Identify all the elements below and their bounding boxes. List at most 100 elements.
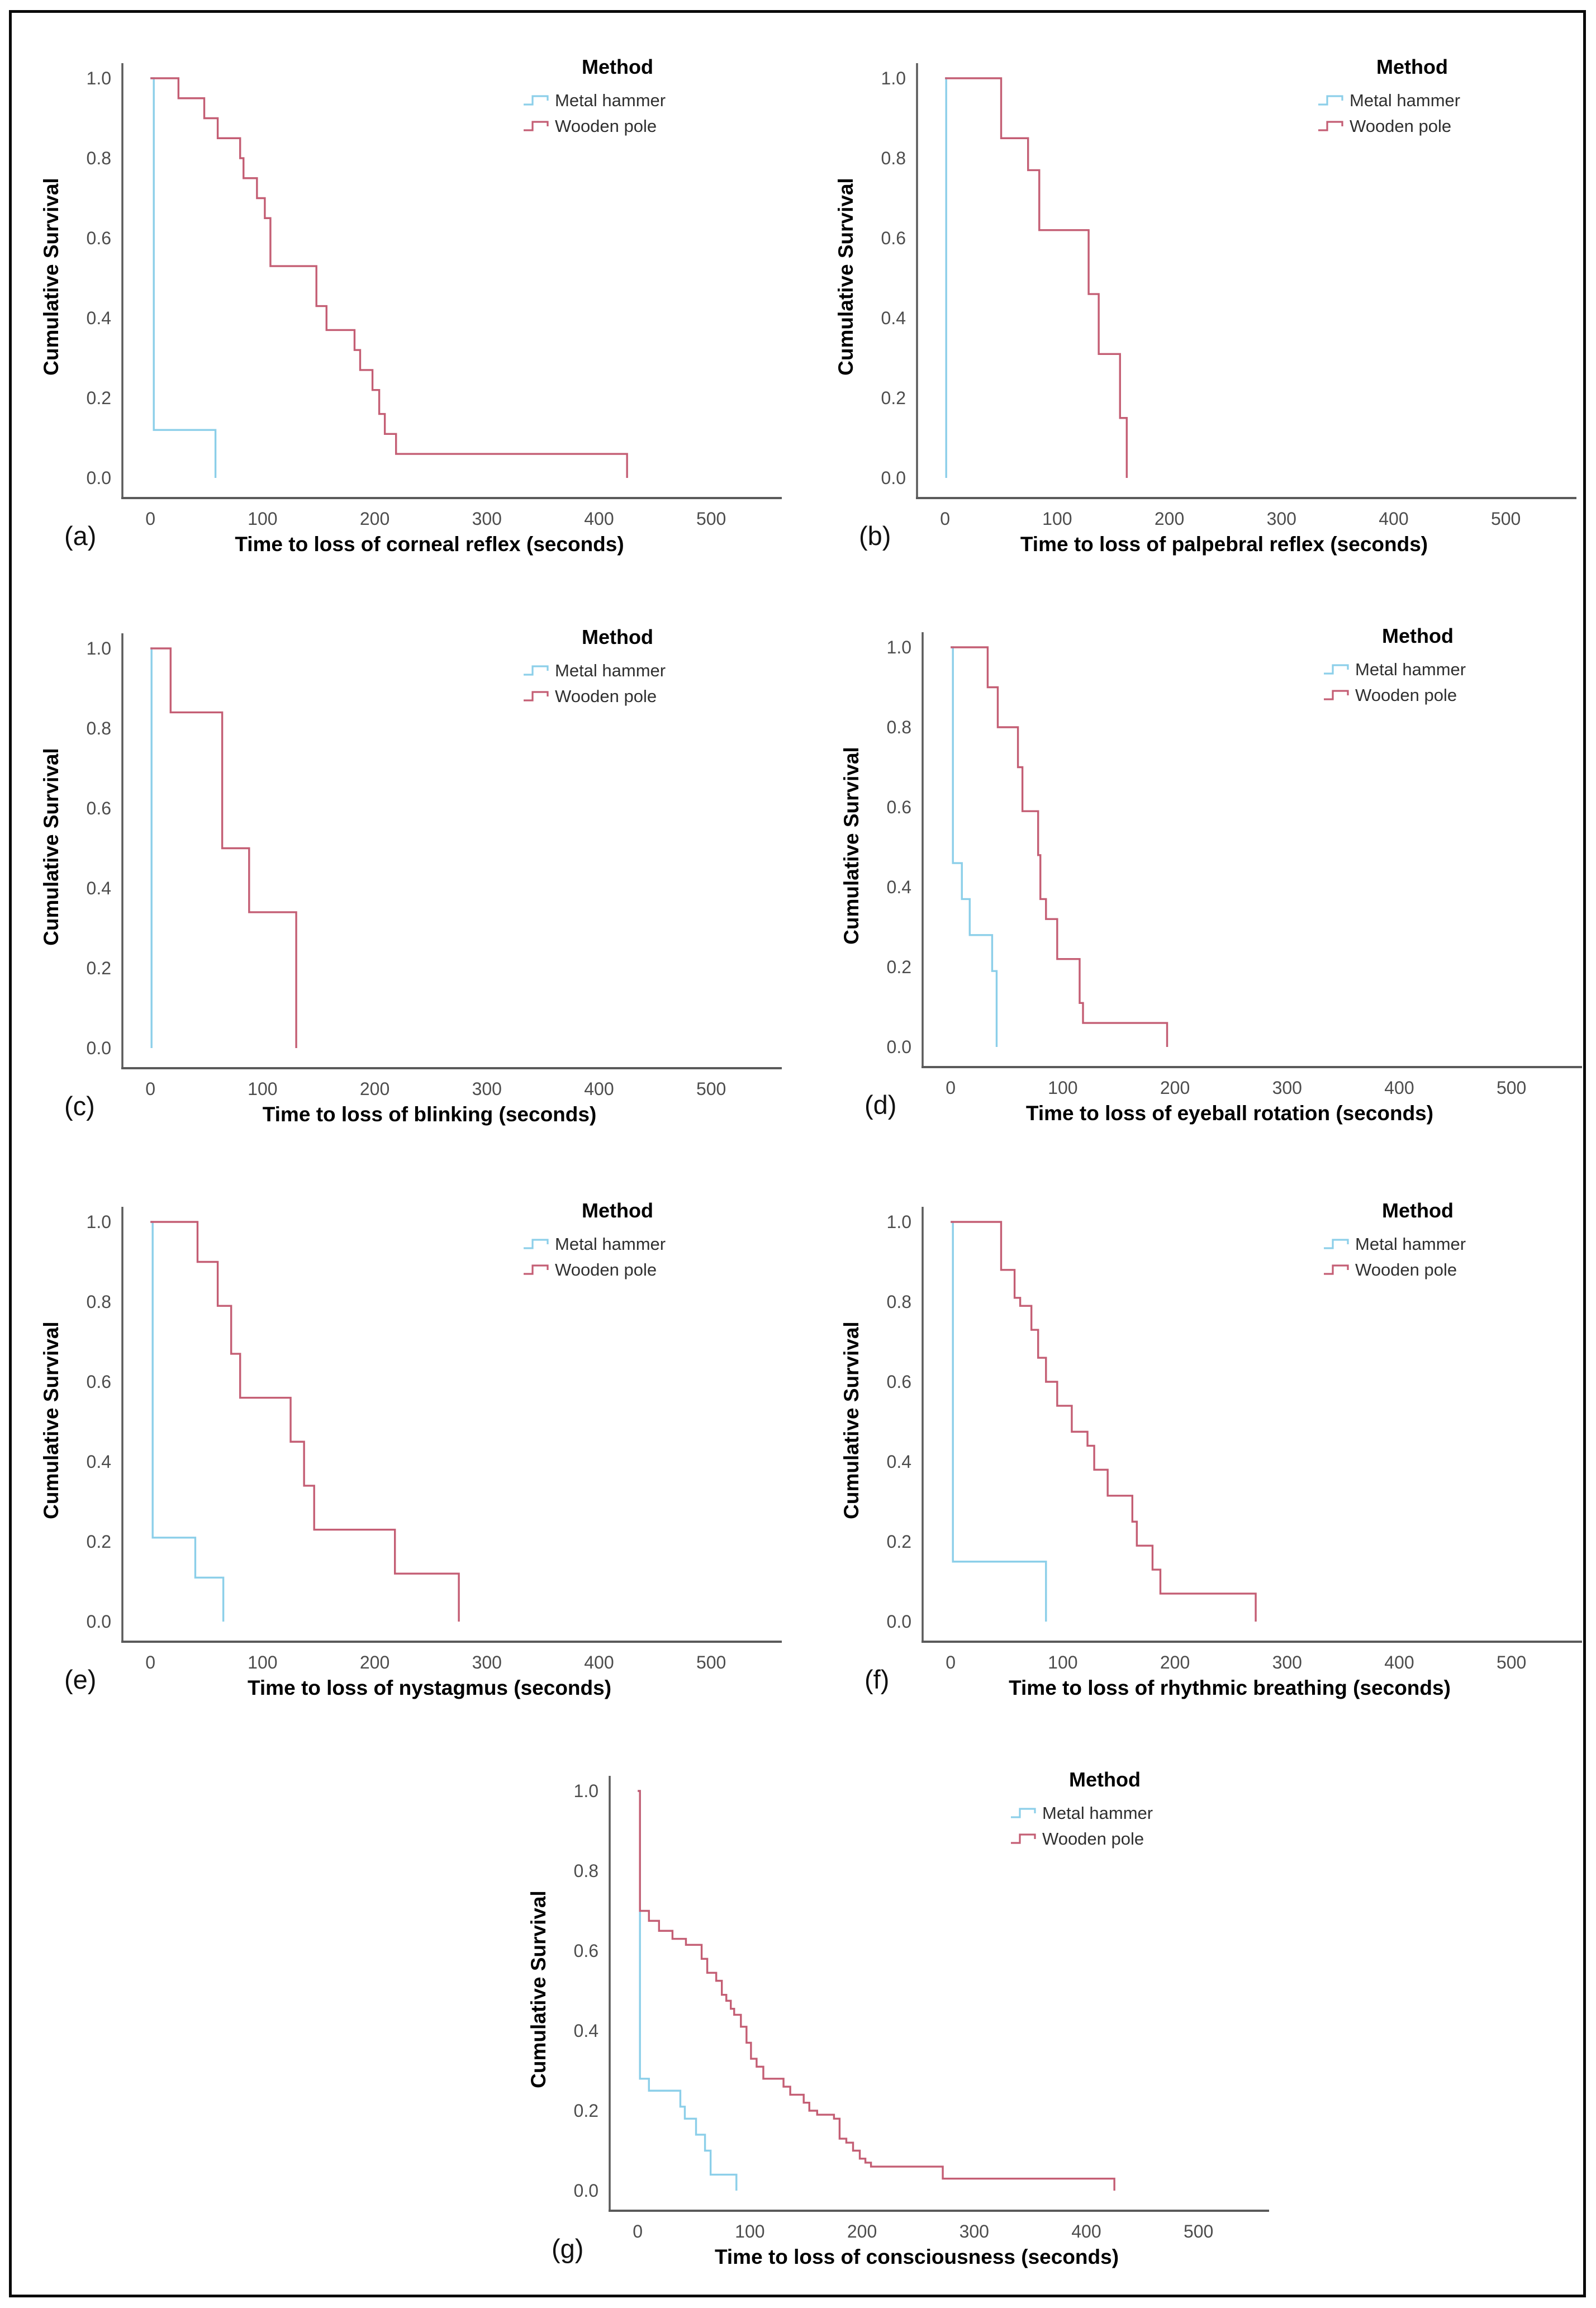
y-tick-label: 0.4 [87, 308, 111, 328]
series-metal-hammer-line [150, 1221, 225, 1622]
legend-label-metal-hammer: Metal hammer [555, 661, 666, 680]
y-axis-title: Cumulative Survival [40, 1321, 63, 1519]
y-tick-label: 0.6 [87, 798, 111, 818]
x-tick-label: 300 [472, 509, 502, 529]
legend-item-metal-hammer: Metal hammer [522, 658, 785, 684]
x-tick-label: 100 [248, 1652, 277, 1672]
legend-item-metal-hammer: Metal hammer [522, 88, 785, 113]
y-tick-label: 0.8 [887, 717, 911, 737]
panel-letter: (f) [864, 1665, 890, 1694]
y-tick-label: 0.8 [881, 148, 906, 168]
x-tick-label: 100 [1048, 1078, 1077, 1098]
y-tick-label: 0.4 [887, 1452, 911, 1472]
y-tick-label: 0.6 [887, 1372, 911, 1392]
km-plot-blinking: 0 100 200 300 400 500 0.0 0.2 0.4 0.6 0.8 1.0 [87, 633, 782, 1099]
x-tick-label: 500 [696, 509, 726, 529]
x-tick-label: 300 [1267, 509, 1296, 529]
legend-label-metal-hammer: Metal hammer [1355, 660, 1466, 679]
legend-item-metal-hammer: Metal hammer [1323, 1231, 1585, 1257]
wooden-pole-step-swatch-icon [1324, 690, 1349, 700]
x-tick-label: 0 [946, 1652, 956, 1672]
y-tick-label: 0.0 [887, 1037, 911, 1057]
legend-item-wooden-pole: Wooden pole [1323, 683, 1585, 708]
legend: Method Metal hammer Wooden pole [522, 55, 785, 139]
legend-item-wooden-pole: Wooden pole [1010, 1826, 1272, 1852]
legend: Method Metal hammer Wooden pole [1010, 1768, 1272, 1852]
y-tick-label: 1.0 [87, 1212, 111, 1232]
legend-item-metal-hammer: Metal hammer [522, 1231, 785, 1257]
y-tick-label: 1.0 [887, 1212, 911, 1232]
legend: Method Metal hammer Wooden pole [522, 1199, 785, 1283]
x-tick-label: 200 [1155, 509, 1184, 529]
legend: Method Metal hammer Wooden pole [522, 625, 785, 709]
x-tick-label: 500 [1491, 509, 1521, 529]
metal-hammer-step-swatch-icon [524, 665, 549, 676]
y-axis-title: Cumulative Survival [840, 747, 863, 945]
legend-item-metal-hammer: Metal hammer [1323, 657, 1585, 683]
x-tick-label: 100 [735, 2221, 764, 2241]
x-tick-label: 0 [145, 509, 155, 529]
legend-title: Method [582, 55, 653, 78]
wooden-pole-step-swatch-icon [524, 691, 549, 702]
series-metal-hammer-line [150, 77, 217, 478]
x-tick-label: 200 [360, 1652, 390, 1672]
y-tick-label: 0.2 [574, 2101, 598, 2121]
x-tick-label: 200 [1160, 1652, 1190, 1672]
wooden-pole-step-swatch-icon [1318, 121, 1343, 131]
y-tick-label: 0.0 [881, 468, 906, 488]
legend-title: Method [582, 625, 653, 648]
series-wooden-pole-line [150, 77, 628, 478]
metal-hammer-step-swatch-icon [1318, 95, 1343, 106]
panel-letter: (c) [64, 1091, 95, 1121]
x-tick-label: 200 [847, 2221, 877, 2241]
x-tick-label: 400 [1384, 1652, 1414, 1672]
legend-label-wooden-pole: Wooden pole [555, 686, 657, 706]
panel-letter: (b) [859, 521, 891, 551]
y-tick-label: 0.8 [574, 1861, 598, 1881]
legend: Method Metal hammer Wooden pole [1323, 1199, 1585, 1283]
wooden-pole-step-swatch-icon [1011, 1833, 1036, 1844]
y-tick-label: 0.4 [87, 878, 111, 898]
y-tick-label: 0.2 [87, 1532, 111, 1552]
y-axis-title: Cumulative Survival [40, 748, 63, 946]
y-tick-label: 0.4 [887, 877, 911, 897]
x-tick-label: 500 [1497, 1078, 1526, 1098]
series-wooden-pole-line [951, 1221, 1257, 1622]
y-tick-label: 1.0 [887, 637, 911, 657]
legend: Method Metal hammer Wooden pole [1317, 55, 1580, 139]
y-tick-label: 0.2 [887, 1532, 911, 1552]
x-tick-label: 200 [360, 1079, 390, 1099]
y-tick-label: 0.6 [574, 1941, 598, 1961]
x-tick-label: 400 [1379, 509, 1408, 529]
wooden-pole-step-swatch-icon [1324, 1264, 1349, 1275]
y-axis-title: Cumulative Survival [527, 1890, 550, 2088]
y-tick-label: 0.2 [887, 957, 911, 977]
legend-item-wooden-pole: Wooden pole [522, 1257, 785, 1283]
legend-label-wooden-pole: Wooden pole [1355, 685, 1457, 705]
legend-item-metal-hammer: Metal hammer [1317, 88, 1580, 113]
legend-title: Method [582, 1199, 653, 1222]
metal-hammer-step-swatch-icon [1011, 1808, 1036, 1818]
x-tick-label: 300 [1272, 1078, 1302, 1098]
y-tick-label: 0.0 [887, 1612, 911, 1632]
y-tick-label: 0.8 [887, 1292, 911, 1312]
km-plot-corneal-reflex: 0 100 200 300 400 500 0.0 0.2 0.4 0.6 0.8 1.0 [87, 63, 782, 529]
legend-label-metal-hammer: Metal hammer [555, 91, 666, 110]
x-tick-label: 200 [360, 509, 390, 529]
series-metal-hammer-line [951, 1221, 1047, 1622]
x-axis-title: Time to loss of palpebral reflex (second… [1020, 533, 1428, 556]
legend-item-wooden-pole: Wooden pole [522, 684, 785, 709]
legend-title: Method [1382, 1199, 1454, 1222]
km-panel-a: 0 100 200 300 400 500 0.0 0.2 0.4 0.6 0.8 1.0 Cumul… [28, 31, 788, 576]
panel-letter: (e) [64, 1665, 97, 1694]
y-tick-label: 0.6 [887, 797, 911, 817]
y-tick-label: 0.2 [881, 388, 906, 408]
series-wooden-pole-line [150, 1221, 460, 1622]
x-tick-label: 0 [946, 1078, 956, 1098]
y-axis-title: Cumulative Survival [840, 1321, 863, 1519]
km-panel-f: 0 100 200 300 400 500 0.0 0.2 0.4 0.6 0.8 1.0 Cumul… [829, 1174, 1589, 1719]
km-panel-e: 0 100 200 300 400 500 0.0 0.2 0.4 0.6 0.8 1.0 Cumul… [28, 1174, 788, 1719]
legend-label-wooden-pole: Wooden pole [555, 116, 657, 136]
series-metal-hammer-line [951, 646, 998, 1047]
legend-label-wooden-pole: Wooden pole [1355, 1260, 1457, 1279]
